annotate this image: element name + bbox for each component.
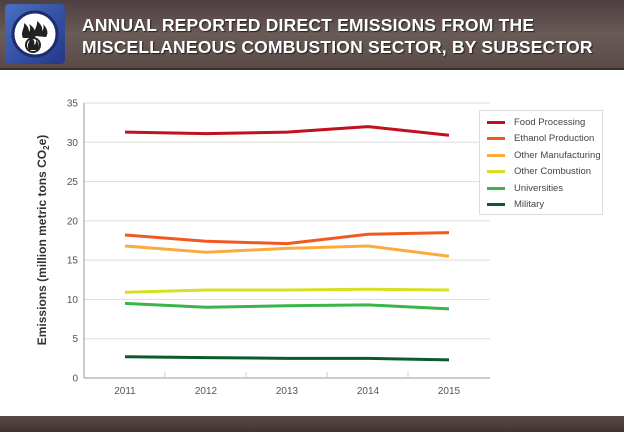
- y-tick-label: 15: [67, 256, 79, 267]
- legend-swatch: [487, 170, 505, 174]
- y-tick-label: 5: [72, 334, 78, 345]
- y-tick-label: 0: [72, 374, 78, 385]
- title-line-2: MISCELLANEOUS COMBUSTION SECTOR, BY SUBS…: [82, 37, 593, 57]
- series-line-other-combustion: [124, 287, 450, 294]
- y-tick-label: 20: [67, 216, 79, 227]
- footer-band: [0, 416, 624, 432]
- legend-label: Other Combustion: [514, 166, 592, 178]
- legend-swatch: [487, 137, 505, 141]
- legend-swatch: [487, 153, 505, 157]
- legend-swatch: [487, 120, 505, 124]
- legend-item-universities: Universities: [487, 180, 602, 197]
- x-tick-label: 2014: [357, 386, 380, 397]
- x-tick-label: 2015: [438, 386, 461, 397]
- x-tick-label: 2013: [276, 386, 299, 397]
- x-tick-label: 2012: [195, 386, 218, 397]
- y-axis-label: Emissions (million metric tons CO2e): [35, 135, 51, 346]
- legend-label: Universities: [514, 182, 564, 194]
- legend-item-other-manufacturing: Other Manufacturing: [487, 147, 602, 164]
- y-tick-label: 30: [67, 138, 79, 149]
- legend-item-other-combustion: Other Combustion: [487, 164, 602, 181]
- legend-swatch: [487, 203, 505, 207]
- legend-item-food-processing: Food Processing: [487, 114, 602, 131]
- title-line-1: ANNUAL REPORTED DIRECT EMISSIONS FROM TH…: [82, 15, 535, 35]
- series-line-universities: [124, 301, 450, 311]
- y-tick-label: 35: [67, 99, 79, 110]
- flame-icon: [5, 4, 65, 64]
- legend-label: Ethanol Production: [514, 133, 595, 145]
- legend-swatch: [487, 186, 505, 190]
- y-tick-label: 25: [67, 177, 79, 188]
- series-line-food-processing: [124, 125, 450, 137]
- legend: Food Processing Ethanol Production Other M…: [479, 110, 603, 215]
- legend-label: Food Processing: [514, 116, 586, 128]
- legend-label: Other Manufacturing: [514, 149, 601, 161]
- legend-item-ethanol-production: Ethanol Production: [487, 131, 602, 148]
- y-tick-label: 10: [67, 295, 79, 306]
- x-tick-label: 2011: [114, 386, 136, 397]
- series-line-other-manufacturing: [124, 244, 450, 258]
- series-line-military: [124, 355, 450, 362]
- legend-label: Military: [514, 199, 545, 211]
- header-banner: ANNUAL REPORTED DIRECT EMISSIONS FROM TH…: [0, 0, 624, 70]
- series-line-ethanol-production: [124, 231, 450, 246]
- chart-title: ANNUAL REPORTED DIRECT EMISSIONS FROM TH…: [82, 14, 593, 58]
- legend-item-military: Military: [487, 197, 602, 214]
